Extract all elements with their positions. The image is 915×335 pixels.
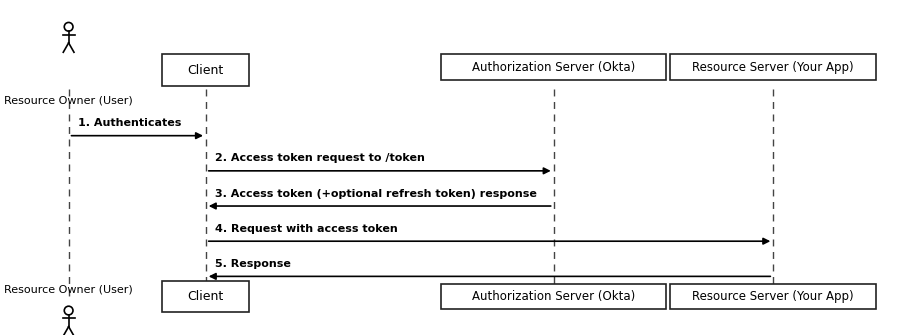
Text: 3. Access token (+optional refresh token) response: 3. Access token (+optional refresh token… (215, 189, 537, 199)
Text: 4. Request with access token: 4. Request with access token (215, 224, 398, 234)
Ellipse shape (64, 306, 73, 315)
Text: 5. Response: 5. Response (215, 259, 291, 269)
Bar (163, 281, 249, 312)
Bar (441, 54, 666, 79)
Text: Resource Server (Your App): Resource Server (Your App) (693, 61, 854, 73)
Bar (441, 284, 666, 309)
Bar (670, 284, 876, 309)
Text: 1. Authenticates: 1. Authenticates (78, 118, 181, 128)
Text: 2. Access token request to /token: 2. Access token request to /token (215, 153, 425, 163)
Text: Resource Server (Your App): Resource Server (Your App) (693, 290, 854, 303)
Text: Client: Client (188, 64, 224, 77)
Text: Resource Owner (User): Resource Owner (User) (5, 285, 133, 295)
Text: Authorization Server (Okta): Authorization Server (Okta) (472, 61, 635, 73)
Text: Resource Owner (User): Resource Owner (User) (5, 95, 133, 106)
Ellipse shape (64, 22, 73, 31)
Text: Authorization Server (Okta): Authorization Server (Okta) (472, 290, 635, 303)
Bar (163, 54, 249, 86)
Text: Client: Client (188, 290, 224, 303)
Bar (670, 54, 876, 79)
